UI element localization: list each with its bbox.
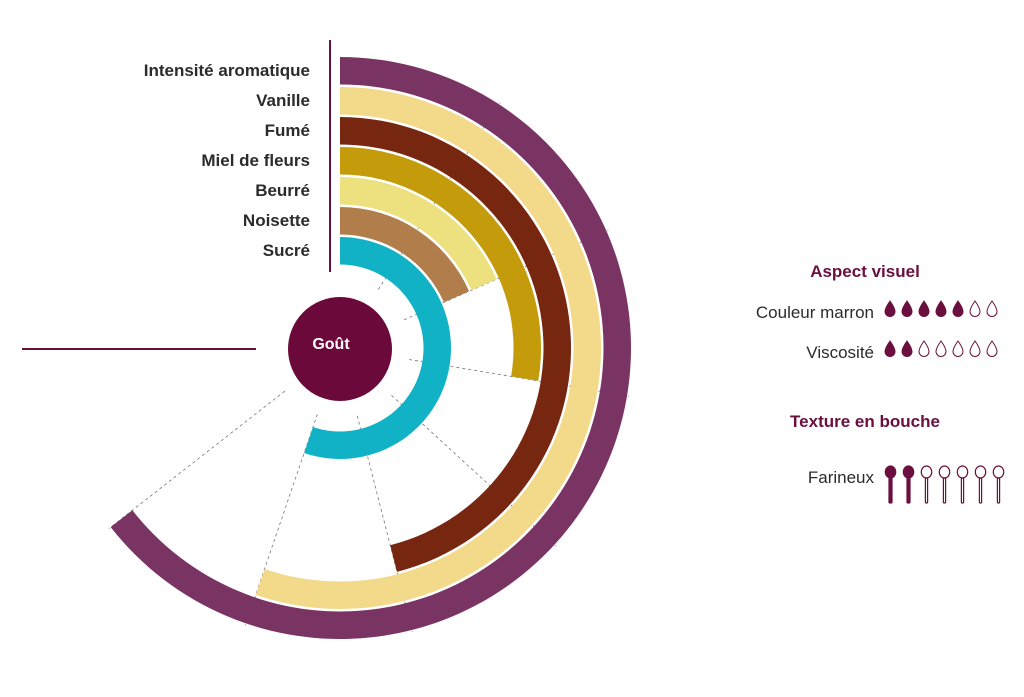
rating-icons-couleur-marron (884, 300, 1003, 326)
drop-icon (952, 340, 964, 357)
label-intensite-aromatique: Intensité aromatique (143, 60, 310, 80)
drop-icon (935, 340, 947, 357)
rating-label-couleur-marron: Couleur marron (755, 303, 874, 322)
rating-label-viscosite: Viscosité (806, 343, 874, 362)
bar-miel-de-fleurs (340, 147, 542, 381)
drop-icon (901, 300, 913, 317)
spoon-icon (974, 465, 987, 504)
label-beurre: Beurré (255, 180, 310, 200)
spoon-icon (902, 465, 915, 504)
label-vanille: Vanille (256, 90, 310, 110)
scale-guide-line (108, 390, 286, 529)
spoon-icon (884, 465, 897, 504)
drop-icon (935, 300, 947, 317)
drop-icon (969, 300, 981, 317)
drop-icon (884, 300, 896, 317)
label-miel-de-fleurs: Miel de fleurs (201, 150, 310, 170)
bar-sucre (304, 237, 452, 459)
rating-icons-farineux (884, 465, 1010, 504)
label-sucre: Sucré (262, 240, 310, 260)
label-fume: Fumé (264, 120, 310, 140)
aspect-visuel-title: Aspect visuel (810, 262, 920, 281)
bar-fume (340, 117, 572, 572)
drop-icon (986, 300, 998, 317)
radial-chart (22, 40, 632, 639)
label-noisette: Noisette (242, 210, 310, 230)
spoon-icon (992, 465, 1005, 504)
bar-noisette (340, 207, 470, 303)
drop-icon (901, 340, 913, 357)
drop-icon (918, 300, 930, 317)
drop-icon (969, 340, 981, 357)
bar-beurre (340, 177, 497, 291)
spoon-icon (956, 465, 969, 504)
center-label: Goût (312, 336, 350, 353)
rating-row-couleur-marron: Couleur marron (720, 300, 1010, 326)
rating-label-farineux: Farineux (807, 468, 874, 487)
texture-title: Texture en bouche (790, 412, 940, 431)
rating-row-farineux: Farineux (720, 465, 1010, 504)
spoon-icon (920, 465, 933, 504)
rating-icons-viscosite (884, 340, 1003, 366)
rating-row-viscosite: Viscosité (720, 340, 1010, 366)
drop-icon (918, 340, 930, 357)
drop-icon (884, 340, 896, 357)
drop-icon (986, 340, 998, 357)
center-circle (288, 297, 392, 401)
spoon-icon (938, 465, 951, 504)
drop-icon (952, 300, 964, 317)
